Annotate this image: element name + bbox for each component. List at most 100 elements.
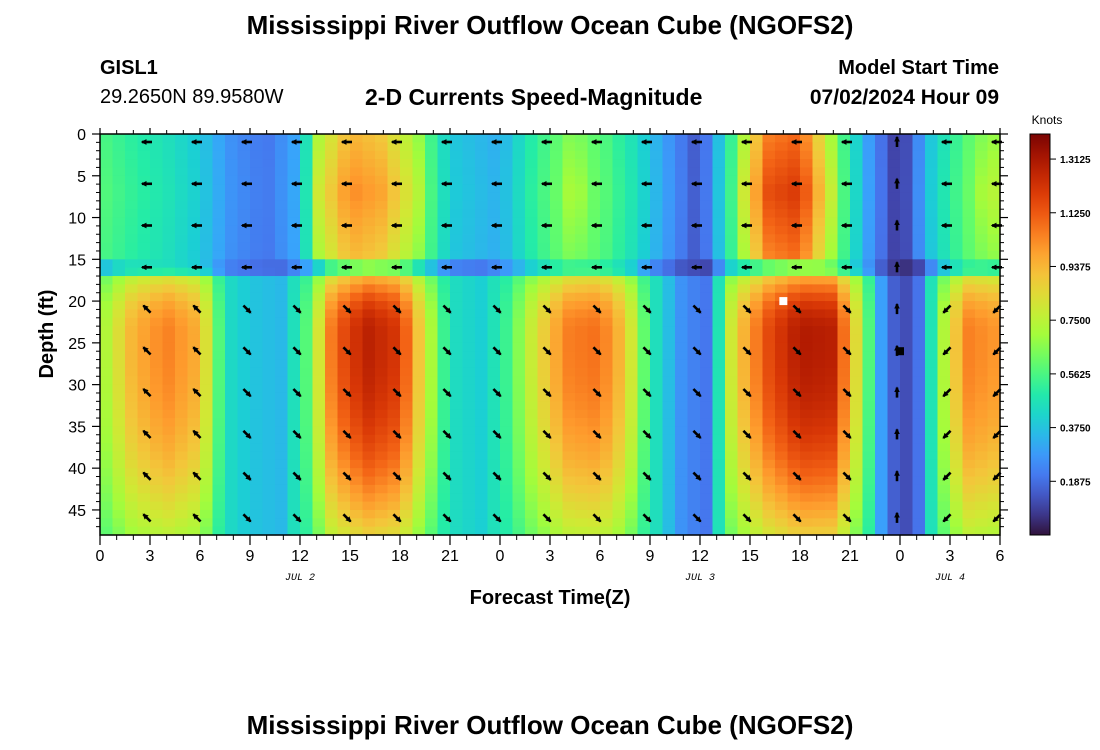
heatmap-cell — [762, 250, 776, 260]
heatmap-cell — [200, 384, 214, 394]
heatmap-cell — [262, 267, 276, 277]
heatmap-cell — [587, 418, 601, 427]
heatmap-cell — [875, 518, 889, 528]
heatmap-cell — [112, 217, 126, 227]
heatmap-cell — [575, 409, 589, 419]
heatmap-cell — [400, 434, 414, 444]
heatmap-cell — [962, 434, 976, 444]
heatmap-cell — [837, 284, 851, 294]
heatmap-cell — [587, 501, 601, 511]
heatmap-cell — [262, 276, 276, 285]
heatmap-cell — [362, 476, 376, 486]
heatmap-cell — [512, 259, 526, 269]
heatmap-cell — [775, 459, 789, 469]
heatmap-cell — [500, 175, 514, 185]
heatmap-cell — [300, 225, 314, 235]
heatmap-cell — [812, 150, 826, 160]
heatmap-cell — [362, 317, 376, 327]
heatmap-cell — [812, 484, 826, 494]
heatmap-cell — [300, 200, 314, 210]
heatmap-cell — [200, 426, 214, 436]
heatmap-cell — [987, 209, 1001, 219]
heatmap-cell — [375, 501, 389, 511]
heatmap-cell — [512, 334, 526, 344]
heatmap-cell — [712, 459, 726, 469]
heatmap-cell — [562, 367, 576, 377]
heatmap-cell — [562, 384, 576, 394]
heatmap-cell — [325, 443, 339, 453]
heatmap-cell — [975, 376, 989, 386]
heatmap-cell — [587, 142, 601, 152]
heatmap-cell — [787, 451, 801, 461]
heatmap-cell — [362, 342, 376, 352]
heatmap-cell — [787, 192, 801, 202]
heatmap-cell — [862, 334, 876, 344]
current-vector — [642, 429, 652, 439]
heatmap-cell — [887, 276, 901, 285]
heatmap-cell — [125, 401, 139, 411]
heatmap-cell — [825, 267, 839, 277]
axes: 0 3 6 9 12 15 18 21 0 3 6 9 12 15 18 21 0 3 60510152025303… — [68, 127, 1008, 584]
y-axis-title: Depth (ft) — [36, 290, 58, 379]
heatmap-cell — [700, 284, 714, 294]
heatmap-cell — [837, 225, 851, 235]
heatmap-cell — [762, 418, 776, 427]
heatmap-cell — [825, 167, 839, 177]
heatmap-cell — [950, 451, 964, 461]
heatmap-cell — [112, 159, 126, 169]
heatmap-cell — [400, 476, 414, 486]
heatmap-cell — [550, 351, 564, 361]
heatmap-cell — [212, 359, 226, 369]
heatmap-cell — [237, 526, 251, 536]
heatmap-cell — [662, 192, 676, 202]
heatmap-cell — [825, 217, 839, 227]
heatmap-cell — [612, 192, 626, 202]
heatmap-cell — [262, 334, 276, 344]
heatmap-cell — [612, 250, 626, 260]
heatmap-cell — [937, 367, 951, 377]
heatmap-cell — [987, 242, 1001, 252]
heatmap-cell — [187, 376, 201, 386]
heatmap-cell — [837, 351, 851, 361]
heatmap-cell — [575, 392, 589, 402]
heatmap-cell — [375, 284, 389, 294]
heatmap-cell — [175, 309, 189, 319]
heatmap-cell — [362, 192, 376, 202]
heatmap-cell — [137, 267, 151, 277]
heatmap-cell — [875, 434, 889, 444]
heatmap-cell — [250, 175, 264, 185]
heatmap-cell — [225, 134, 239, 143]
heatmap-cell — [687, 367, 701, 377]
heatmap-cell — [800, 426, 814, 436]
heatmap-cell — [175, 301, 189, 311]
heatmap-cell — [400, 468, 414, 478]
x-tick-label: 0 — [496, 548, 505, 565]
heatmap-cell — [212, 367, 226, 377]
heatmap-cell — [475, 342, 489, 352]
heatmap-cell — [262, 209, 276, 219]
heatmap-cell — [525, 334, 539, 344]
heatmap-cell — [762, 526, 776, 536]
heatmap-cell — [375, 150, 389, 160]
heatmap-cell — [525, 426, 539, 436]
heatmap-cell — [675, 392, 689, 402]
heatmap-cell — [262, 200, 276, 210]
heatmap-cell — [137, 167, 151, 177]
heatmap-cell — [350, 317, 364, 327]
heatmap-cell — [487, 276, 501, 285]
heatmap-cell — [587, 184, 601, 194]
heatmap-cell — [112, 284, 126, 294]
heatmap-cell — [950, 250, 964, 260]
heatmap-cell — [862, 418, 876, 427]
heatmap-cell — [525, 276, 539, 285]
heatmap-cell — [737, 159, 751, 169]
heatmap-cell — [987, 426, 1001, 436]
heatmap-cell — [937, 392, 951, 402]
heatmap-cell — [537, 175, 551, 185]
heatmap-cell — [825, 242, 839, 252]
heatmap-cell — [375, 184, 389, 194]
heatmap-cell — [350, 376, 364, 386]
heatmap-cell — [950, 342, 964, 352]
heatmap-cell — [462, 401, 476, 411]
heatmap-cell — [125, 175, 139, 185]
